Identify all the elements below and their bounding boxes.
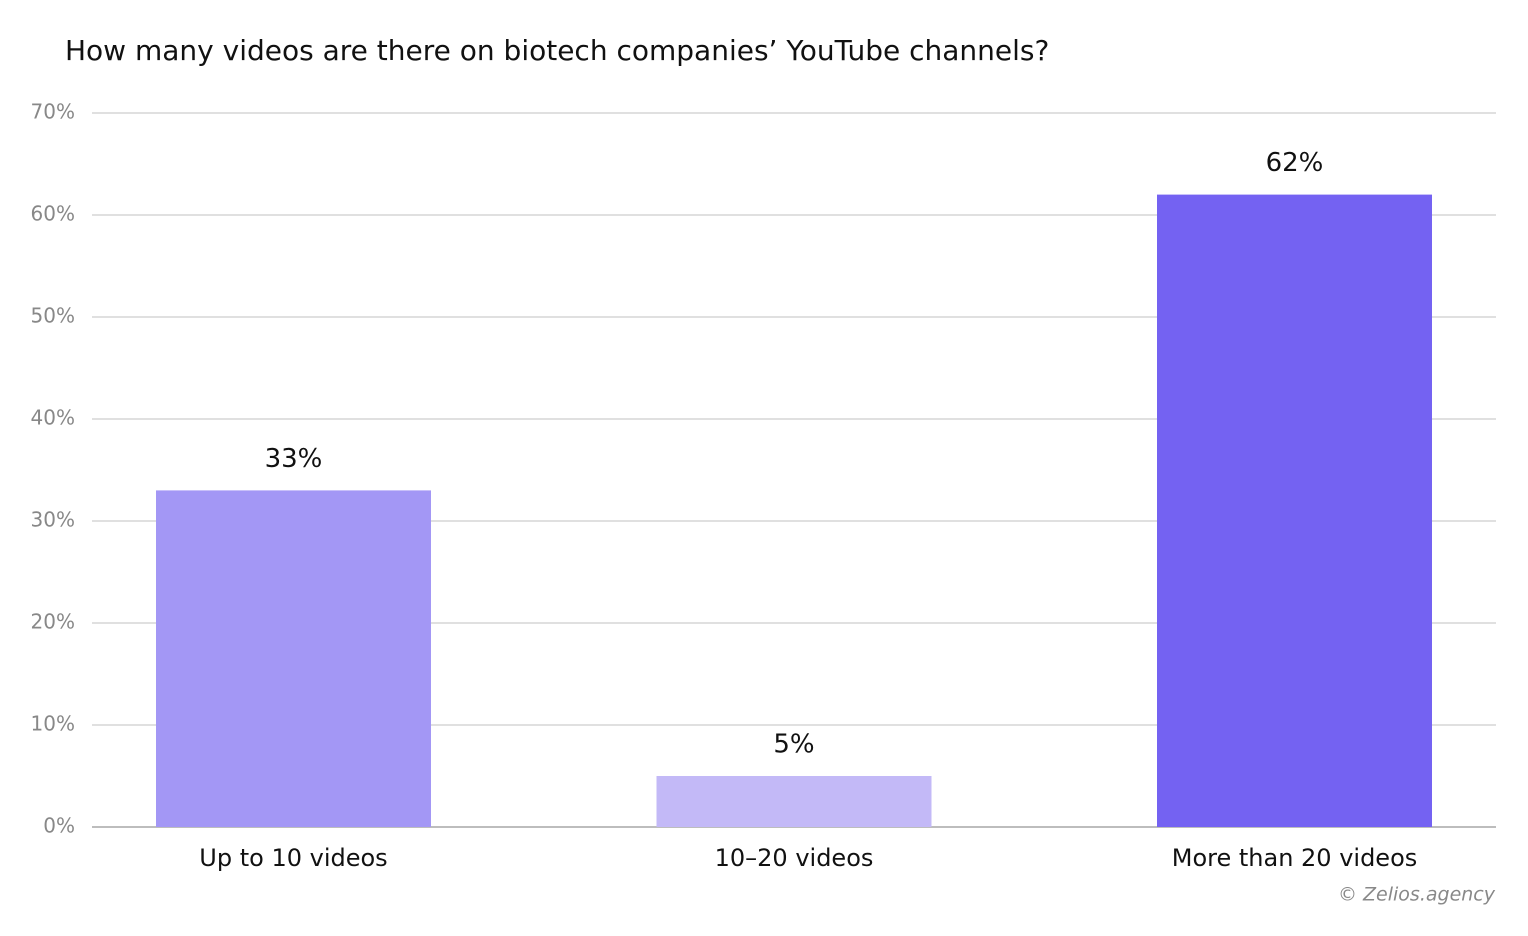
x-tick-label: More than 20 videos — [1172, 844, 1418, 872]
y-tick-label: 40% — [31, 406, 75, 430]
y-tick-label: 20% — [31, 610, 75, 634]
bar — [1157, 194, 1432, 828]
value-label: 62% — [1266, 148, 1324, 178]
source: © Zelios.agency — [1338, 884, 1496, 906]
bar — [656, 776, 932, 827]
y-tick-label: 10% — [31, 712, 75, 736]
y-tick-label: 70% — [31, 100, 75, 124]
bar — [156, 490, 431, 827]
y-tick-label: 30% — [31, 508, 75, 532]
x-tick-label: 10–20 videos — [715, 844, 874, 872]
y-tick-label: 50% — [31, 304, 75, 328]
chart-title: How many videos are there on biotech com… — [65, 34, 1049, 67]
y-tick-label: 0% — [43, 814, 75, 838]
value-label: 33% — [265, 444, 323, 474]
y-tick-label: 60% — [31, 202, 75, 226]
x-tick-label: Up to 10 videos — [199, 844, 387, 872]
value-label: 5% — [773, 730, 814, 760]
